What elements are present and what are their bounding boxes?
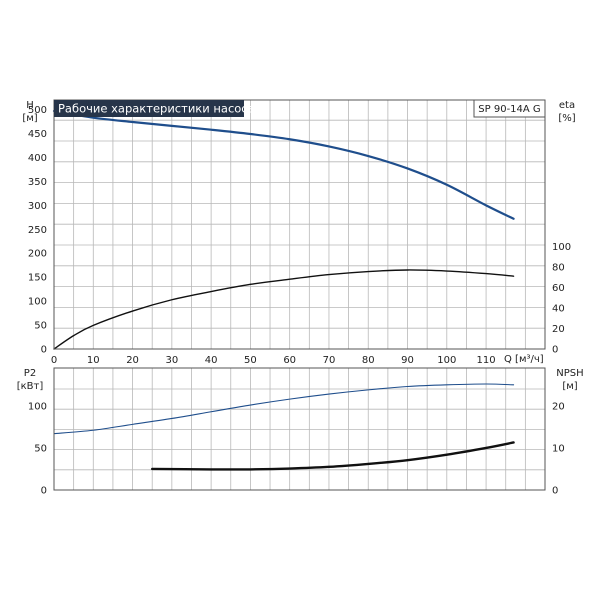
top-y-left-tick-label: 200	[28, 249, 47, 260]
title-box	[54, 100, 244, 117]
top-y-left-tick-label: 450	[28, 129, 47, 140]
x-tick-label: 60	[283, 355, 296, 366]
bottom-y-right-tick-label: 0	[552, 486, 558, 497]
y-left-label-top-2: [м]	[22, 113, 37, 124]
top-y-right-tick-label: 20	[552, 324, 565, 335]
y-left-label-bottom-2: [кВт]	[17, 381, 44, 392]
bottom-y-right-tick-label: 20	[552, 401, 565, 412]
x-axis-label: Q [м³/ч]	[504, 354, 544, 365]
bottom-y-right-tick-label: 10	[552, 443, 565, 454]
y-left-label-top-1: H	[26, 100, 34, 111]
bottom-y-left-tick-label: 50	[34, 443, 47, 454]
top-y-right-tick-label: 80	[552, 262, 565, 273]
chart-title: Рабочие характеристики насоса	[58, 102, 255, 116]
y-right-label-bottom-2: [м]	[562, 381, 577, 392]
bottom-y-left-tick-label: 0	[41, 486, 47, 497]
top-panel-frame	[53, 99, 546, 350]
top-y-right-tick-label: 100	[552, 242, 571, 253]
top-series-0-line	[52, 109, 515, 220]
top-y-left-tick-label: 0	[41, 345, 47, 356]
top-panel-grid	[54, 100, 545, 349]
x-tick-label: 90	[401, 355, 414, 366]
x-tick-label: 100	[437, 355, 456, 366]
top-y-right-tick-label: 40	[552, 303, 565, 314]
y-right-label-top-1: eta	[559, 100, 575, 111]
top-y-left-tick-label: 500	[28, 105, 47, 116]
bottom-panel-series	[53, 383, 515, 471]
x-tick-label: 30	[165, 355, 178, 366]
bottom-series-0-line	[53, 383, 515, 435]
bottom-panel-ticks: 0 50 100 0 10 20	[28, 401, 565, 496]
x-tick-label: 50	[244, 355, 257, 366]
top-y-left-tick-label: 100	[28, 297, 47, 308]
top-y-right-tick-label: 60	[552, 283, 565, 294]
top-panel-ticks: 0 10 20 30 40 50 60 70 80 90 100 110050100150200250…	[28, 105, 571, 366]
top-y-left-tick-label: 250	[28, 225, 47, 236]
top-y-left-tick-label: 400	[28, 153, 47, 164]
top-y-left-tick-label: 150	[28, 273, 47, 284]
y-right-label-top-2: [%]	[558, 113, 575, 124]
x-tick-label: 70	[323, 355, 336, 366]
top-series-1-line	[53, 269, 515, 350]
y-left-label-bottom-1: P2	[24, 368, 36, 379]
x-tick-label: 10	[87, 355, 100, 366]
x-tick-label: 20	[126, 355, 139, 366]
x-tick-label: 0	[51, 355, 57, 366]
top-y-left-tick-label: 300	[28, 201, 47, 212]
bottom-y-left-tick-label: 100	[28, 401, 47, 412]
x-tick-label: 80	[362, 355, 375, 366]
top-panel-series	[52, 109, 515, 350]
bottom-series-1-line	[151, 441, 515, 471]
bottom-panel-grid	[54, 368, 545, 490]
top-y-right-tick-label: 0	[552, 345, 558, 356]
top-y-left-tick-label: 350	[28, 177, 47, 188]
model-box	[473, 99, 546, 118]
x-tick-label: 110	[477, 355, 496, 366]
bottom-panel-frame	[53, 367, 546, 491]
y-right-label-bottom-1: NPSH	[556, 368, 583, 379]
top-y-left-tick-label: 50	[34, 321, 47, 332]
pump-model-label: SP 90-14A G	[478, 104, 540, 115]
x-tick-label: 40	[205, 355, 218, 366]
